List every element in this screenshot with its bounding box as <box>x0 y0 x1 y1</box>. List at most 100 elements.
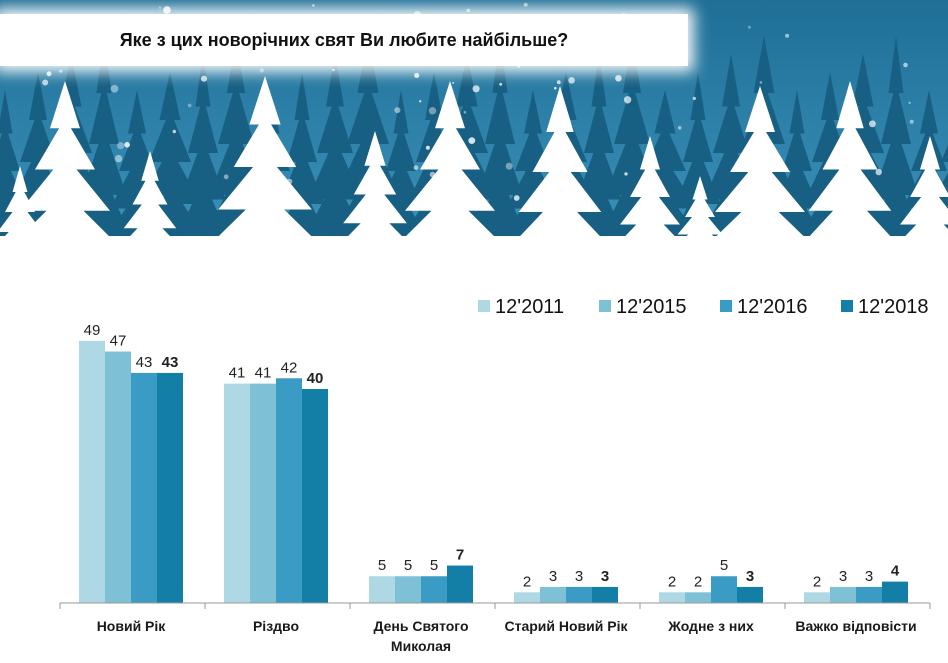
bar <box>882 581 908 603</box>
data-label: 5 <box>378 557 386 574</box>
snowflake-dot <box>468 137 476 145</box>
data-label: 3 <box>746 568 754 585</box>
snowflake-dot <box>505 162 513 170</box>
white-tree <box>796 81 904 250</box>
snowflake-dot <box>869 120 876 128</box>
snowflake-dot <box>117 142 125 150</box>
white-tree <box>611 136 689 250</box>
bar <box>830 586 856 603</box>
data-label: 3 <box>549 568 557 585</box>
bar <box>421 576 447 603</box>
legend-label: 12'2016 <box>737 296 808 318</box>
data-label: 2 <box>813 573 821 590</box>
snowflake-dot <box>42 79 49 86</box>
bar <box>737 586 763 603</box>
snowflake-dot <box>692 96 696 101</box>
snowflake-dot <box>513 195 520 201</box>
legend-item: 12'2018 <box>841 296 929 318</box>
snowflake-dot <box>463 110 467 114</box>
snowflake-dot <box>785 33 790 38</box>
legend-item: 12'2011 <box>478 296 564 318</box>
dark-tree <box>173 54 233 246</box>
bar <box>224 383 250 603</box>
bar <box>514 592 540 603</box>
snowflake-dot <box>615 75 622 82</box>
snowflake-dot <box>158 6 162 9</box>
category-label: Важко відповісти <box>795 618 916 634</box>
legend-swatch <box>478 300 490 312</box>
bar <box>131 372 157 603</box>
white-tree <box>672 176 728 250</box>
snowflake-dot <box>466 8 471 13</box>
snowflake-dot <box>187 103 192 108</box>
data-label: 3 <box>839 568 847 585</box>
snowflake-dot <box>312 4 315 7</box>
bar <box>566 586 592 603</box>
category-label: Миколая <box>391 638 451 654</box>
bar <box>79 340 105 603</box>
snowflake-dot <box>428 107 437 115</box>
legend: 12'2011 12'2015 12'2016 12'2018 <box>478 296 929 318</box>
title-banner: Яке з цих новорічних свят Ви любите найб… <box>0 14 688 66</box>
bar <box>302 388 328 603</box>
snowflake-dot <box>908 101 911 104</box>
snowflake-dot <box>677 126 682 130</box>
snowflake-dot <box>875 168 882 176</box>
legend-item: 12'2015 <box>599 296 687 318</box>
legend-swatch <box>720 300 732 312</box>
data-label: 41 <box>229 365 246 382</box>
snowflake-dot <box>46 71 52 77</box>
data-label: 43 <box>162 354 179 371</box>
bar <box>856 586 882 603</box>
data-label: 7 <box>456 547 464 564</box>
data-label: 3 <box>575 568 583 585</box>
snowflake-dot <box>413 165 419 171</box>
white-tree <box>891 136 948 250</box>
category-label: Новий Рік <box>97 618 167 634</box>
snowflake-dot <box>332 68 335 72</box>
bar-chart: 49 47 43 43 41 41 42 40 5 5 5 7 2 3 3 3 2 2 5 3 2 3 3 4 Новий Р… <box>59 296 931 654</box>
dark-tree <box>299 54 371 246</box>
category-label: День Святого <box>373 618 468 634</box>
snowflake-dot <box>259 68 264 73</box>
data-label: 2 <box>694 573 702 590</box>
white-tree <box>204 76 326 250</box>
legend-swatch <box>841 300 853 312</box>
snowflake-dot <box>163 6 171 14</box>
bar <box>276 378 302 603</box>
dark-tree <box>668 72 728 246</box>
snowflake-dot <box>172 129 176 134</box>
legend-item: 12'2016 <box>720 296 808 318</box>
data-label: 2 <box>523 573 531 590</box>
bar <box>804 592 830 603</box>
white-tree <box>392 81 508 250</box>
snowflake-dot <box>909 119 914 124</box>
data-label: 5 <box>720 557 728 574</box>
data-label: 2 <box>668 573 676 590</box>
snowflake-dot <box>124 142 130 148</box>
snowflake-dot <box>903 62 908 68</box>
data-label: 4 <box>891 563 900 580</box>
snowflake-dot <box>425 145 430 150</box>
data-label: 5 <box>430 557 438 574</box>
white-tree <box>506 86 614 250</box>
snowflake-dot <box>394 107 401 114</box>
snowflake-dot <box>624 172 628 176</box>
white-tree <box>334 131 416 250</box>
data-label: 3 <box>601 568 609 585</box>
snowflake-dot <box>419 100 422 103</box>
snowflake-dot <box>414 72 420 78</box>
snowflake-dot <box>114 154 123 163</box>
legend-label: 12'2015 <box>616 296 687 318</box>
data-label: 41 <box>255 365 272 382</box>
bar <box>369 576 395 603</box>
data-label: 40 <box>307 370 324 387</box>
snowflake-dot <box>523 2 528 7</box>
snowflake-dot <box>59 69 63 73</box>
snowflake-dot <box>472 85 480 93</box>
data-label: 43 <box>136 354 153 371</box>
data-label: 3 <box>865 568 873 585</box>
bar <box>711 576 737 603</box>
snowflake-dot <box>623 96 632 104</box>
bar <box>395 576 421 603</box>
